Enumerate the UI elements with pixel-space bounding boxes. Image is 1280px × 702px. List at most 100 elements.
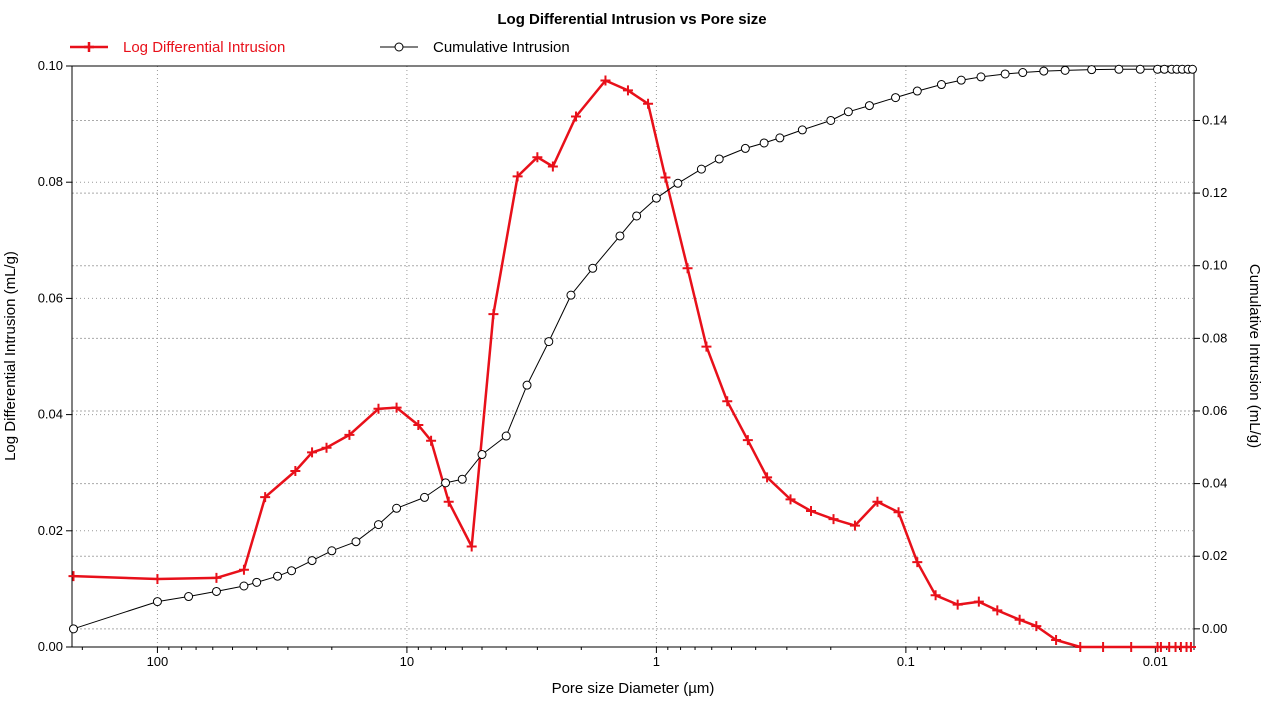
data-point-cumulative	[632, 211, 642, 221]
data-point-cumulative	[1187, 64, 1197, 74]
data-point-cumulative	[420, 492, 430, 502]
data-point-cumulative	[1087, 65, 1097, 75]
data-point-cumulative	[588, 263, 598, 273]
data-point-log-differential	[893, 507, 904, 518]
data-point-log-differential	[426, 435, 437, 446]
x-tick-label: 100	[147, 654, 169, 669]
legend-label-cumulative: Cumulative Intrusion	[433, 39, 570, 56]
data-point-log-differential	[571, 111, 582, 122]
data-point-cumulative	[843, 107, 853, 117]
data-point-cumulative	[1018, 68, 1028, 78]
data-point-log-differential	[532, 152, 543, 163]
y-axis-title-left: Log Differential Intrusion (mL/g)	[2, 251, 19, 461]
data-point-cumulative	[696, 164, 706, 174]
data-point-cumulative	[457, 474, 467, 484]
data-point-cumulative	[392, 503, 402, 513]
data-point-log-differential	[762, 472, 773, 483]
data-point-log-differential	[466, 541, 477, 552]
data-point-log-differential	[211, 572, 222, 583]
data-point-cumulative	[976, 72, 986, 82]
legend-marker-plus	[84, 42, 94, 52]
data-point-cumulative	[1039, 66, 1049, 76]
y-right-tick-label: 0.12	[1202, 185, 1227, 200]
data-point-log-differential	[828, 514, 839, 525]
data-point-cumulative	[1114, 64, 1124, 74]
x-tick-label: 1	[653, 654, 660, 669]
x-axis-title: Pore size Diameter (µm)	[552, 680, 715, 697]
data-point-cumulative	[956, 75, 966, 85]
data-point-cumulative	[477, 450, 487, 460]
legend-marker-circle	[394, 42, 404, 52]
y-right-tick-label: 0.08	[1202, 330, 1227, 345]
data-point-cumulative	[759, 138, 769, 148]
series-line-log-differential	[73, 79, 1191, 649]
data-point-log-differential	[1075, 642, 1086, 652]
legend-label-log-differential: Log Differential Intrusion	[123, 39, 285, 56]
data-point-cumulative	[68, 624, 78, 634]
data-point-cumulative	[273, 571, 283, 581]
data-point-cumulative	[501, 431, 511, 441]
data-point-cumulative	[1159, 64, 1169, 74]
series-line-cumulative	[73, 68, 1193, 630]
data-point-cumulative	[864, 101, 874, 111]
data-point-log-differential	[238, 564, 249, 575]
data-point-log-differential	[682, 263, 693, 274]
data-point-cumulative	[714, 154, 724, 164]
data-point-cumulative	[211, 586, 221, 596]
y-left-tick-label: 0.10	[38, 58, 63, 73]
chart-title: Log Differential Intrusion vs Pore size	[497, 11, 766, 28]
data-point-log-differential	[344, 429, 355, 440]
data-point-log-differential	[547, 161, 558, 172]
data-point-log-differential	[660, 172, 671, 183]
data-point-cumulative	[615, 231, 625, 241]
data-point-log-differential	[742, 435, 753, 446]
data-point-log-differential	[512, 171, 523, 182]
grid	[72, 65, 1194, 648]
data-point-log-differential	[1126, 642, 1137, 652]
data-point-log-differential	[806, 506, 817, 517]
data-point-log-differential	[68, 571, 79, 582]
data-point-log-differential	[488, 309, 499, 320]
data-point-log-differential	[973, 596, 984, 607]
y-right-tick-label: 0.14	[1202, 112, 1227, 127]
data-point-cumulative	[522, 380, 532, 390]
data-point-cumulative	[912, 86, 922, 96]
data-point-log-differential	[952, 599, 963, 610]
data-point-log-differential	[701, 341, 712, 352]
data-point-cumulative	[239, 581, 249, 591]
y-right-tick-label: 0.10	[1202, 258, 1227, 273]
axes: 100 10 1 0.1 0.01 0.00 0.02 0.04 0.06 0.08 0.10 0.0…	[38, 58, 1228, 669]
data-point-log-differential	[1031, 621, 1042, 632]
data-point-cumulative	[775, 133, 785, 143]
data-point-cumulative	[307, 556, 317, 566]
data-point-log-differential	[722, 396, 733, 407]
data-point-cumulative	[1135, 64, 1145, 74]
data-point-log-differential	[622, 85, 633, 96]
data-point-cumulative	[1000, 69, 1010, 79]
data-point-log-differential	[1098, 642, 1109, 652]
data-point-cumulative	[152, 597, 162, 607]
data-point-log-differential	[413, 420, 424, 431]
data-point-log-differential	[600, 75, 611, 86]
y-left-tick-label: 0.08	[38, 174, 63, 189]
data-point-log-differential	[912, 557, 923, 568]
y-right-tick-label: 0.04	[1202, 476, 1227, 491]
data-point-cumulative	[797, 125, 807, 135]
data-point-log-differential	[373, 403, 384, 414]
data-point-log-differential	[307, 447, 318, 458]
data-point-cumulative	[891, 93, 901, 103]
data-point-log-differential	[290, 465, 301, 476]
y-right-tick-label: 0.00	[1202, 621, 1227, 636]
x-tick-label: 0.1	[897, 654, 915, 669]
y-left-tick-label: 0.02	[38, 523, 63, 538]
y-right-tick-label: 0.02	[1202, 548, 1227, 563]
data-point-cumulative	[936, 80, 946, 90]
x-tick-label: 0.01	[1143, 654, 1168, 669]
data-point-cumulative	[673, 178, 683, 188]
data-point-cumulative	[327, 546, 337, 556]
data-point-cumulative	[351, 537, 361, 547]
data-point-log-differential	[849, 520, 860, 531]
data-point-cumulative	[287, 566, 297, 576]
data-point-cumulative	[441, 478, 451, 488]
